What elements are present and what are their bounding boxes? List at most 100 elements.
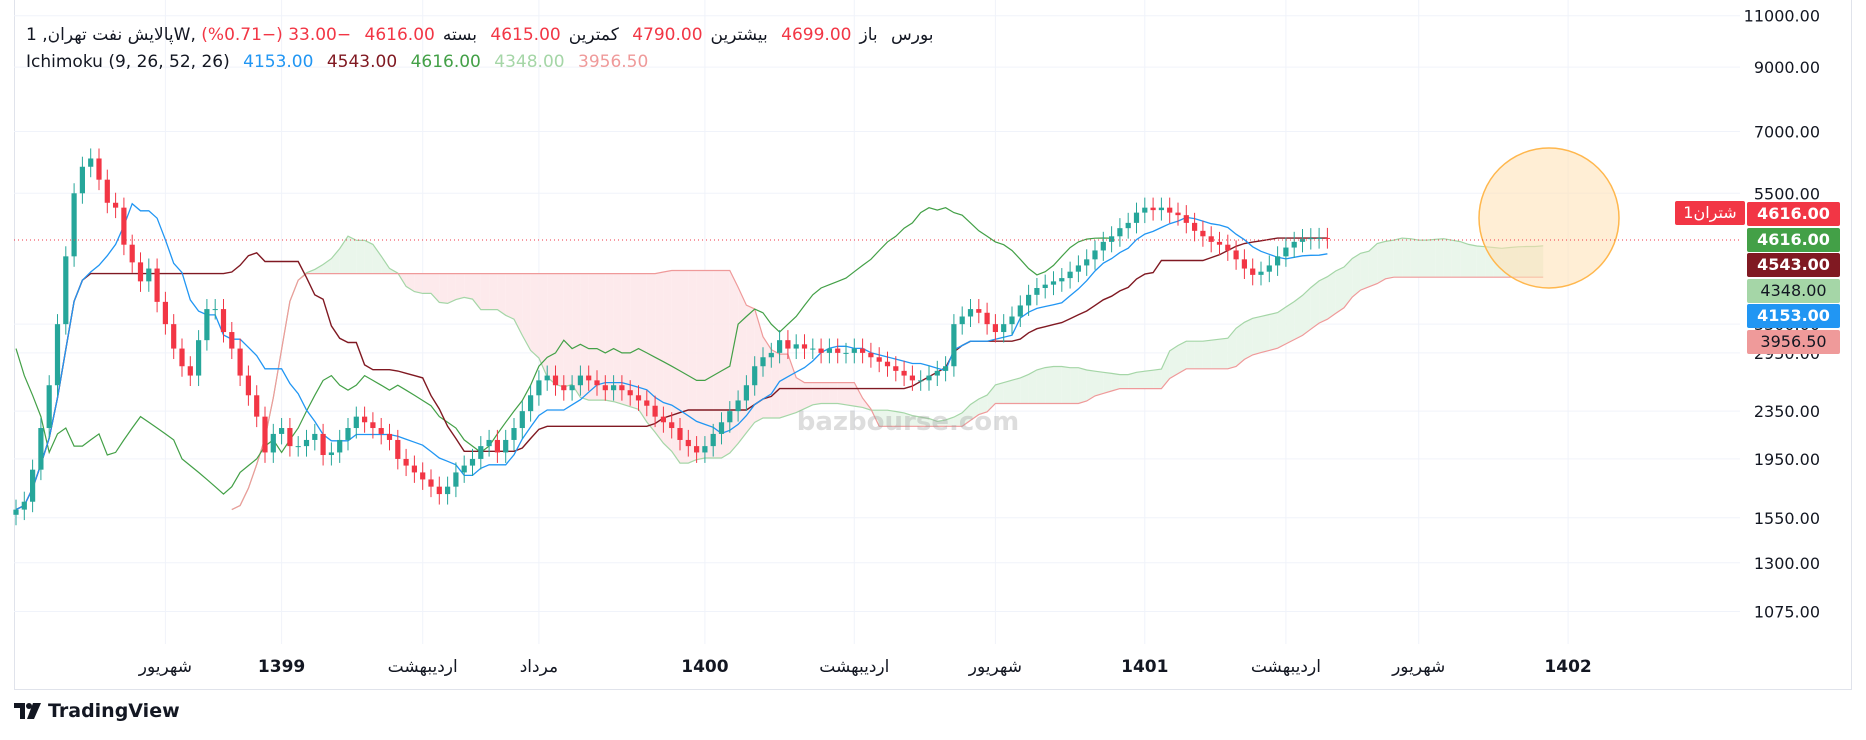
candle [362, 406, 368, 433]
candle [411, 455, 417, 483]
cloud-segment [663, 270, 672, 452]
legend-open: 4699.00 [781, 25, 852, 45]
candle [312, 423, 318, 451]
candle [577, 365, 583, 396]
candle [1200, 220, 1206, 247]
legend-close: 4616.00 [364, 25, 435, 45]
cloud-segment [1269, 312, 1278, 351]
candle [685, 429, 691, 457]
candle [79, 156, 85, 204]
cloud-segment [995, 382, 1004, 404]
candle [13, 499, 19, 526]
alert-tag[interactable]: شتران1 [1675, 201, 1745, 225]
cloud-segment [1252, 316, 1261, 355]
legend-indicator[interactable]: Ichimoku (9, 26, 52, 26) [26, 52, 230, 72]
candle [1308, 228, 1314, 250]
candle [702, 436, 708, 463]
x-tick-label: شهریور [138, 657, 192, 677]
base-tag: 4543.00 [1747, 253, 1840, 277]
lagging-tag: 4616.00 [1747, 228, 1840, 252]
candle [378, 417, 384, 445]
cloud-segment [1061, 366, 1071, 404]
legend-symbol[interactable]: پالایش نفت تهران, 1W, بورس [26, 25, 934, 45]
cloud-segment [1086, 370, 1095, 401]
candle [1241, 249, 1247, 280]
cloud-segment [746, 305, 755, 433]
candle [1050, 271, 1057, 296]
candle [1316, 227, 1322, 249]
cloud-segment [1368, 243, 1378, 287]
cloud-segment [472, 273, 481, 310]
candle [992, 314, 998, 343]
candle [1042, 274, 1048, 299]
candle [727, 401, 733, 433]
candle [718, 412, 725, 445]
cloud-segment [779, 354, 788, 419]
candle [785, 330, 791, 360]
cloud-segment [1202, 340, 1212, 369]
candle [1299, 229, 1306, 253]
x-tick-label: 1402 [1544, 657, 1591, 677]
candle [38, 417, 44, 481]
candle [860, 338, 866, 364]
cloud-segment [514, 273, 523, 336]
cloud-segment [1427, 239, 1436, 278]
candle [403, 448, 409, 477]
candle [345, 417, 351, 451]
candle [884, 351, 891, 377]
cloud-segment [1211, 339, 1220, 369]
candle [30, 459, 36, 513]
leading-span-a [231, 235, 1544, 511]
candle [677, 417, 683, 451]
cloud-segment [1045, 366, 1054, 404]
x-tick-label: شهریور [968, 657, 1022, 677]
candle [1034, 277, 1040, 306]
candle [569, 375, 575, 401]
cloud-segment [1144, 370, 1154, 389]
cloud-segment [1402, 238, 1411, 278]
candle [660, 406, 666, 433]
candle [461, 455, 467, 483]
tradingview-brand: TradingView [48, 700, 180, 722]
cloud-segment [1344, 258, 1353, 308]
candle [1059, 268, 1065, 292]
cloud-segment [1169, 345, 1178, 379]
cloud-segment [721, 270, 730, 458]
candle [162, 291, 168, 335]
cloud-segment [1119, 374, 1129, 389]
legend-low-label: کمترین [568, 25, 619, 45]
candle [652, 395, 658, 428]
cloud-segment [555, 273, 564, 387]
cloud-segment [314, 264, 324, 274]
cloud-segment [605, 273, 614, 402]
grid-layer [14, 0, 1740, 644]
candle [287, 417, 293, 457]
candle [1275, 246, 1281, 276]
tradingview-logo[interactable]: TradingView [14, 700, 180, 722]
candle [801, 334, 808, 360]
cloud-segment [530, 273, 539, 359]
cloud-segment [563, 273, 573, 387]
cloud-segment [1319, 276, 1328, 324]
candle [951, 314, 957, 377]
cloud-segment [1443, 238, 1452, 278]
x-tick-label: مرداد [520, 657, 558, 677]
candle [1017, 295, 1023, 327]
y-tick-label: 1075.00 [1754, 603, 1820, 622]
legend-row-1: پالایش نفت تهران, 1W, بورس باز 4699.00 بی… [26, 25, 942, 45]
cloud-segment [505, 273, 514, 320]
cloud-segment [1053, 366, 1062, 404]
cloud-segment [688, 270, 697, 464]
legend-ind-lagging: 4616.00 [410, 52, 481, 72]
candle [137, 252, 144, 292]
cloud-segment [323, 258, 332, 274]
candle [129, 234, 135, 273]
candle [1067, 261, 1073, 289]
cloud-segment [1393, 238, 1403, 278]
candle [395, 429, 401, 470]
x-tick-label: اردیبهشت [819, 657, 889, 677]
candle [959, 306, 965, 335]
candle [46, 375, 52, 439]
candle [1266, 255, 1272, 283]
candle [486, 429, 492, 457]
